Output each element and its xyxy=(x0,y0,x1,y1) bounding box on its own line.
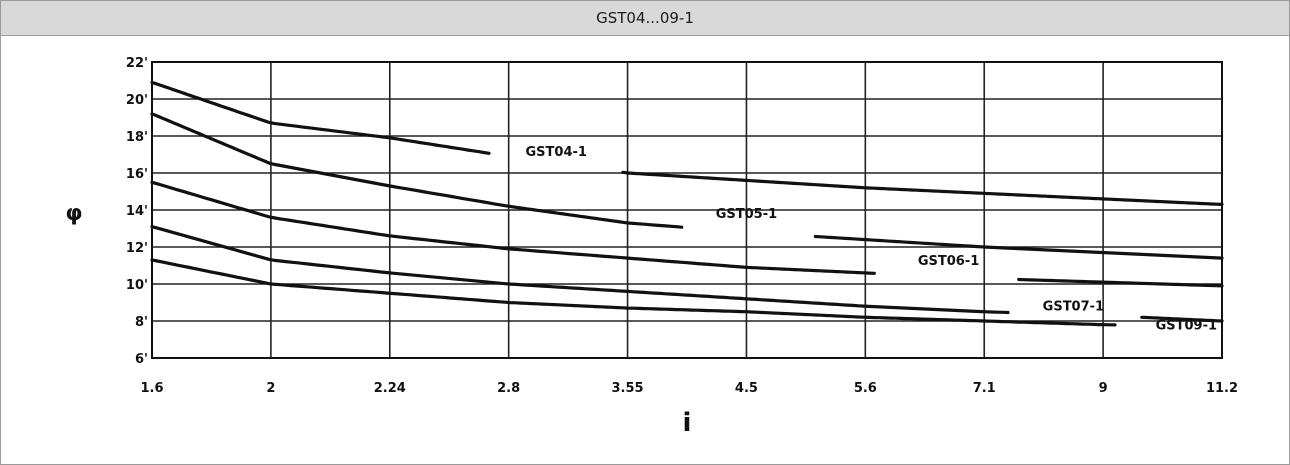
y-axis-label: φ xyxy=(65,201,82,226)
series-label: GST09-1 xyxy=(1156,319,1217,334)
x-tick-label: 5.6 xyxy=(854,381,877,396)
label-layer: GST04-1 GST05-1 GST06-1 GST07-1 GST09-1 xyxy=(526,145,1218,334)
y-tick-label: 10' xyxy=(126,278,148,293)
y-tick-label: 12' xyxy=(126,241,148,256)
x-tick-label: 3.55 xyxy=(612,381,644,396)
x-tick-label: 2.24 xyxy=(374,381,406,396)
series-line xyxy=(150,258,1117,327)
x-tick-label: 7.1 xyxy=(973,381,996,396)
series-line xyxy=(1140,315,1224,323)
x-tick-label: 2 xyxy=(266,381,275,396)
series-line xyxy=(150,112,684,229)
x-tick-label: 4.5 xyxy=(735,381,758,396)
y-tick-label: 20' xyxy=(126,93,148,108)
x-tick-label: 9 xyxy=(1099,381,1108,396)
y-tick-label: 16' xyxy=(126,167,148,182)
series-line xyxy=(813,234,1224,260)
plot-border xyxy=(151,61,1223,359)
y-tick-label: 8' xyxy=(135,315,148,330)
x-axis-label: i xyxy=(683,408,692,438)
series-line xyxy=(621,170,1224,206)
grid-layer xyxy=(151,61,1223,359)
series-label: GST07-1 xyxy=(1043,299,1104,314)
chart-title: GST04...09-1 xyxy=(596,9,694,27)
series-line xyxy=(150,225,1010,315)
series-label: GST04-1 xyxy=(526,145,587,160)
series-label: GST05-1 xyxy=(716,207,777,222)
y-tick-label: 14' xyxy=(126,204,148,219)
series-line xyxy=(1017,277,1224,288)
tick-layer: 1.6 2 2.24 2.8 3.55 4.5 5.6 7.1 9 11.2 6' 8' 10' 12' 1… xyxy=(126,56,1238,396)
series-line xyxy=(150,80,491,155)
x-tick-label: 1.6 xyxy=(140,381,163,396)
series-label: GST06-1 xyxy=(918,254,979,269)
y-tick-label: 22' xyxy=(126,56,148,71)
chart-title-bar: GST04...09-1 xyxy=(1,1,1289,36)
series-line xyxy=(150,180,876,275)
x-tick-label: 11.2 xyxy=(1206,381,1238,396)
curve-layer xyxy=(150,80,1224,327)
y-tick-label: 6' xyxy=(135,352,148,367)
y-tick-label: 18' xyxy=(126,130,148,145)
x-tick-label: 2.8 xyxy=(497,381,520,396)
